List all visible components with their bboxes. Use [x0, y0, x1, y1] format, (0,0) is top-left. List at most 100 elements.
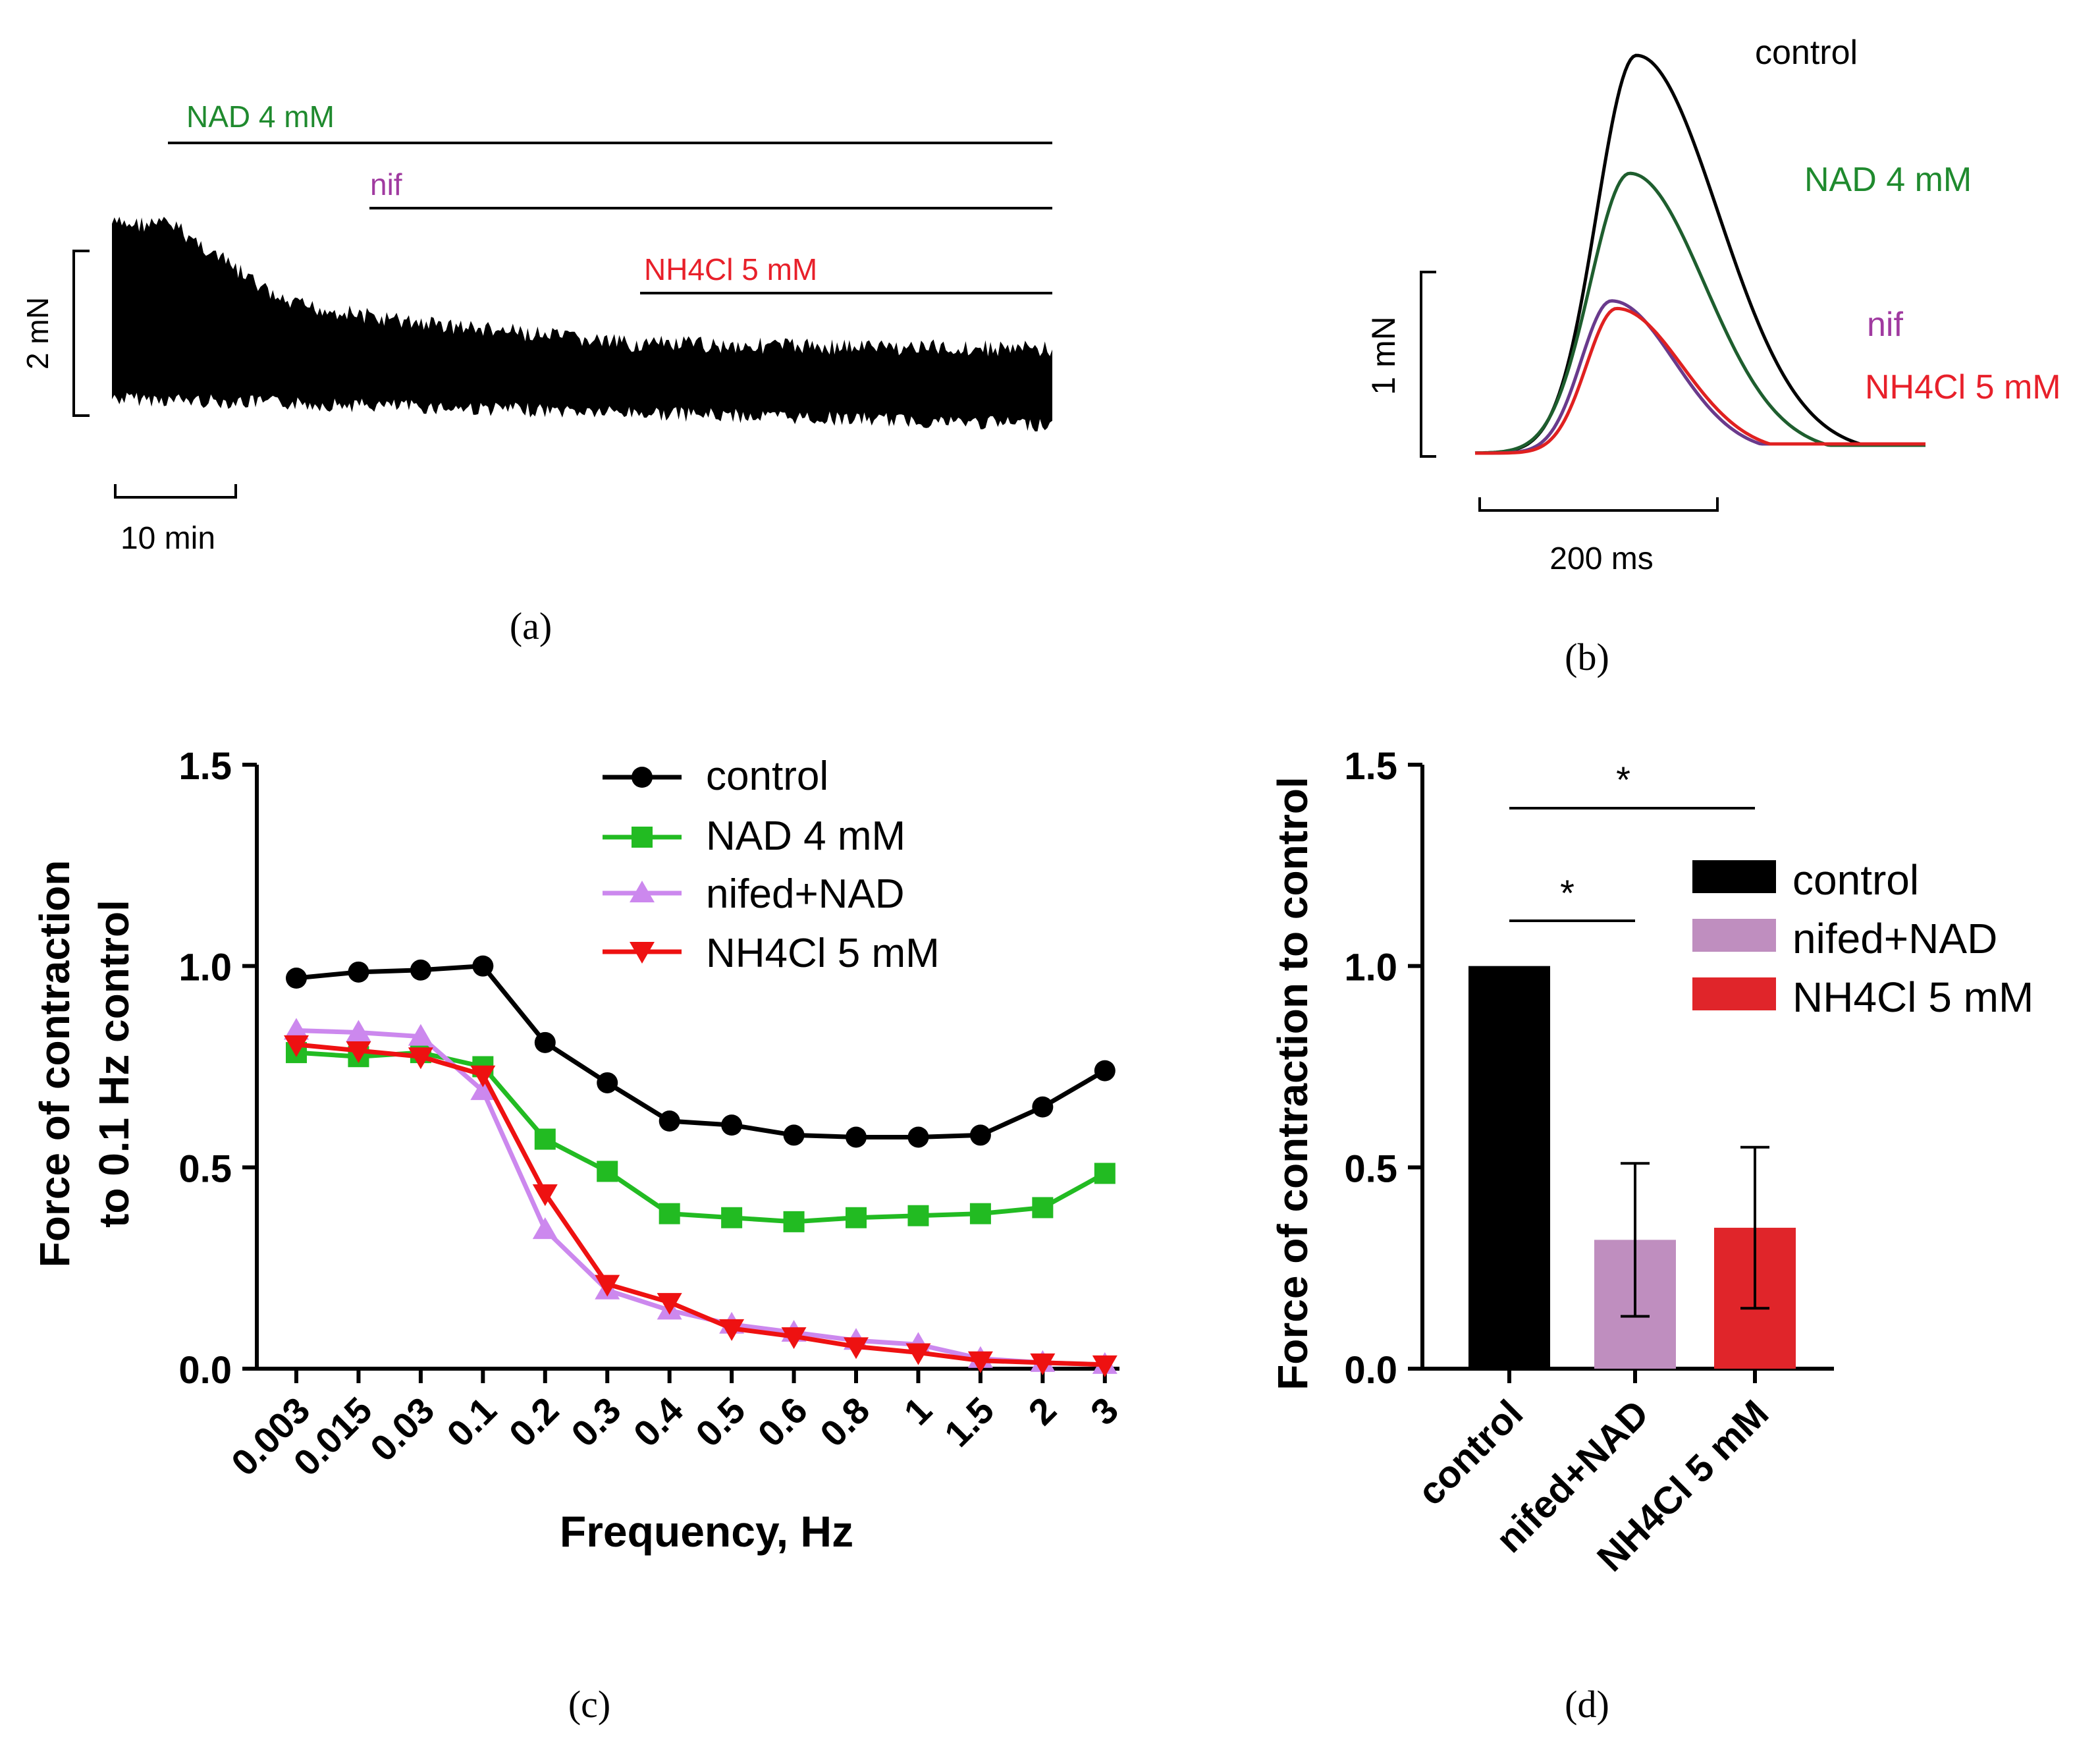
scale-label-y: 2 mN [20, 297, 55, 370]
legend: control NAD 4 mM nifed+NAD NH4Cl 5 mM [603, 754, 940, 976]
x-tick-label: 1.5 [936, 1389, 1002, 1455]
sig-star-control-nifed: * [1560, 872, 1575, 914]
panel-label-d: (d) [1565, 1683, 1609, 1726]
legend-swatch-nifed [1692, 919, 1776, 952]
legend-marker-nh4 [630, 942, 655, 964]
trace-control [1474, 53, 1925, 455]
trace-label-nif: nif [1867, 306, 1903, 344]
x-tick-label: control [1409, 1392, 1531, 1514]
data-point [783, 1211, 805, 1232]
legend-marker-control [632, 767, 653, 788]
x-tick-label: 0.2 [501, 1389, 567, 1455]
legend-label-control: control [706, 754, 828, 799]
series-control [286, 955, 1116, 1148]
x-tick-label: 0.8 [812, 1389, 878, 1455]
panel-label-b: (b) [1565, 636, 1609, 678]
x-tick-label: 0.6 [749, 1389, 815, 1455]
bar-control [1468, 966, 1550, 1369]
data-point [1030, 1353, 1056, 1375]
data-point [346, 1041, 371, 1064]
scale-bar-y [1420, 271, 1436, 458]
data-point [905, 1343, 931, 1365]
scale-bar-y [72, 250, 90, 417]
scale-label-x: 10 min [121, 521, 215, 556]
scale-label-y: 1 mN [1365, 316, 1402, 395]
series-nad-4-mm [286, 1042, 1116, 1232]
trace-nad [1474, 171, 1925, 455]
data-point [1032, 1096, 1054, 1118]
data-point [597, 1161, 618, 1182]
y-axis-title-line2: to 0.1 Hz control [90, 900, 138, 1228]
data-point [470, 1065, 496, 1087]
data-point [1094, 1060, 1116, 1082]
data-point [472, 955, 494, 977]
data-point [284, 1018, 309, 1040]
x-tick-label: 0.1 [439, 1389, 504, 1455]
scale-label-x: 200 ms [1549, 541, 1653, 576]
error-bar [1621, 1162, 1650, 1318]
y-axis-title-line1: Force of contraction [31, 860, 78, 1268]
y-tick-label: 0.0 [1344, 1349, 1397, 1392]
y-tick-label: 1.0 [1344, 946, 1397, 989]
data-point [532, 1217, 558, 1240]
nh4-bar-label: NH4Cl 5 mM [644, 252, 817, 287]
legend-label-nifed: nifed+NAD [706, 871, 905, 917]
force-trace [112, 217, 1052, 431]
data-point [1094, 1163, 1116, 1184]
data-point [969, 1203, 991, 1224]
data-point [907, 1205, 929, 1226]
trace-label-nad: NAD 4 mM [1804, 161, 1972, 199]
legend-swatch-control [1692, 860, 1776, 893]
trace-nh4 [1475, 306, 1925, 455]
scale-bar-x [1478, 497, 1719, 512]
y-axis-title: Force of contraction to control [1269, 777, 1316, 1390]
legend: control nifed+NAD NH4Cl 5 mM [1692, 856, 2033, 1021]
data-point [532, 1184, 558, 1207]
data-point [721, 1114, 743, 1136]
data-point [846, 1126, 867, 1148]
data-point [346, 1020, 371, 1042]
panel-a: NAD 4 mM nif NH4Cl 5 mM 2 mN 10 min (a) [20, 99, 1052, 647]
x-tick-label: 2 [1020, 1389, 1064, 1433]
series-line [296, 1042, 1105, 1367]
data-point [286, 968, 307, 989]
legend-marker-nad [632, 827, 653, 848]
x-tick-label: 0.3 [563, 1389, 629, 1455]
y-tick-label: 0.5 [1344, 1147, 1397, 1190]
data-point [597, 1072, 618, 1093]
data-point [967, 1351, 993, 1373]
x-tick-label: 3 [1083, 1389, 1127, 1433]
series-nh4cl-5-mm [284, 1035, 1117, 1377]
data-point [595, 1274, 620, 1297]
data-point [410, 959, 431, 981]
significance: * * [1509, 759, 1755, 922]
panel-label-a: (a) [510, 605, 552, 647]
legend-marker-nifed [630, 881, 655, 902]
data-point [659, 1110, 680, 1132]
panel-b: control NAD 4 mM nif NH4Cl 5 mM 1 mN 200… [1365, 34, 2061, 678]
data-point [470, 1078, 496, 1101]
data-point [719, 1319, 745, 1341]
data-point [534, 1128, 556, 1150]
data-point [408, 1024, 433, 1046]
x-tick-label: 0.03 [362, 1389, 443, 1469]
data-point [844, 1337, 869, 1359]
legend-label-control: control [1792, 856, 1919, 904]
y-tick-label: 0.5 [178, 1147, 232, 1190]
trace-label-control: control [1755, 34, 1858, 72]
x-tick-label: 1 [896, 1389, 940, 1433]
y-tick-label: 1.5 [178, 745, 232, 788]
legend-label-nh4: NH4Cl 5 mM [706, 931, 940, 976]
x-axis-title: Frequency, Hz [560, 1507, 853, 1556]
data-point [1092, 1355, 1117, 1377]
data-point [846, 1207, 867, 1228]
data-point [659, 1203, 680, 1224]
data-point [408, 1047, 433, 1070]
panel-c: 0.00.51.01.5 0.0030.0150.030.10.20.30.40… [31, 745, 1126, 1726]
legend-label-nh4: NH4Cl 5 mM [1792, 973, 2033, 1021]
data-point [907, 1126, 929, 1148]
series-nifed-nad [284, 1018, 1117, 1374]
sig-star-control-nh4: * [1616, 759, 1630, 800]
